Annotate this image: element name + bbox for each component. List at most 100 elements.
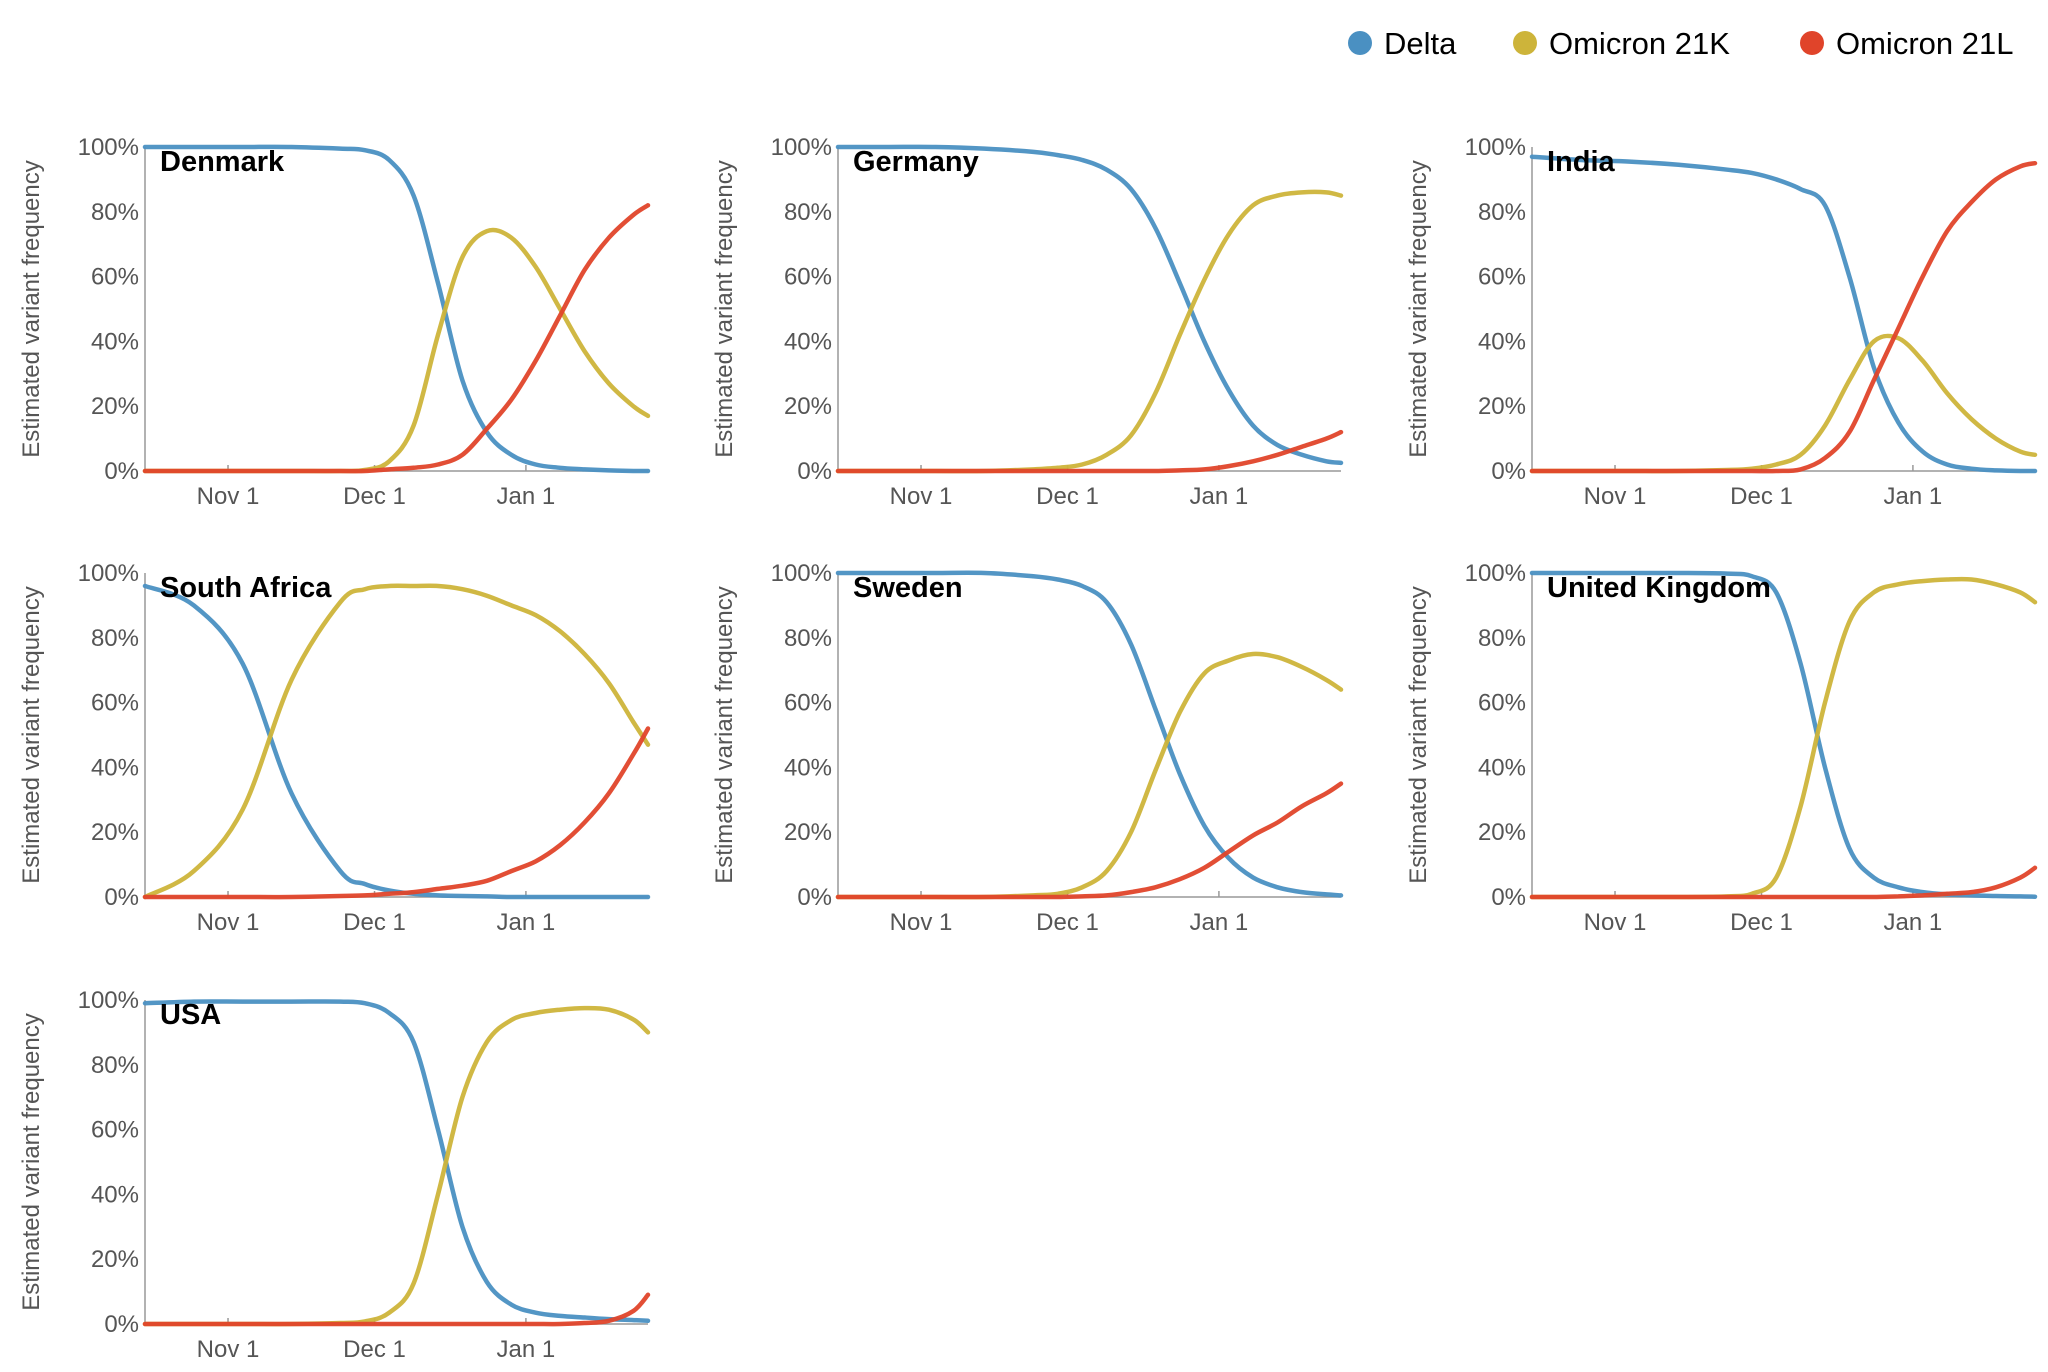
x-tick-label: Dec 1 [1730,483,1793,510]
y-tick-label: 0% [797,884,832,911]
y-axis-label: Estimated variant frequency [18,1013,45,1310]
x-tick-label: Nov 1 [1584,483,1647,510]
series-line-k [835,651,1344,900]
x-tick-label: Dec 1 [343,909,406,936]
series-line-k [835,189,1344,474]
y-tick-label: 80% [91,199,139,226]
x-tick-label: Nov 1 [1584,909,1647,936]
y-tick-label: 60% [784,690,832,717]
series-line-k [1529,333,2038,474]
series-line-l [835,781,1344,900]
y-tick-label: 60% [91,1117,139,1144]
series-line-delta [835,144,1344,466]
panel-title: Sweden [853,572,963,604]
x-tick-label: Dec 1 [1036,909,1099,936]
x-tick-label: Nov 1 [890,483,953,510]
y-axis-label: Estimated variant frequency [18,160,45,457]
x-tick-label: Jan 1 [1190,483,1249,510]
y-tick-label: 60% [784,264,832,291]
y-axis-label: Estimated variant frequency [1405,586,1432,883]
y-tick-label: 60% [1478,264,1526,291]
y-tick-label: 100% [78,987,139,1014]
y-tick-label: 20% [91,819,139,846]
y-tick-label: 20% [1478,393,1526,420]
legend-label-l: Omicron 21L [1836,26,2013,61]
y-tick-label: 80% [784,199,832,226]
panels: 0% 20% 40% 60% 80% 100% Nov 1 Dec 1 Jan 1 Estimat… [18,134,2038,1363]
y-tick-label: 80% [1478,199,1526,226]
x-tick-label: Jan 1 [1884,483,1943,510]
series-line-l [142,726,651,900]
y-tick-label: 40% [1478,328,1526,355]
y-tick-label: 100% [771,134,832,161]
x-tick-label: Nov 1 [197,1336,260,1363]
series-line-delta [1529,570,2038,899]
series-line-delta [142,144,651,474]
y-tick-label: 80% [91,625,139,652]
series-line-l [142,1292,651,1327]
y-tick-label: 80% [91,1052,139,1079]
x-tick-label: Nov 1 [890,909,953,936]
x-tick-label: Dec 1 [1730,909,1793,936]
x-tick-label: Jan 1 [497,1336,556,1363]
panel-title: Germany [853,146,979,178]
panel-south-africa: 0% 20% 40% 60% 80% 100% Nov 1 Dec 1 Jan 1 Estimat… [18,560,651,936]
legend-label-delta: Delta [1384,26,1457,61]
panel-denmark: 0% 20% 40% 60% 80% 100% Nov 1 Dec 1 Jan 1 Estimat… [18,134,651,510]
x-tick-label: Dec 1 [1036,483,1099,510]
y-tick-label: 0% [797,458,832,485]
panel-united-kingdom: 0% 20% 40% 60% 80% 100% Nov 1 Dec 1 Jan 1 Estimat… [1405,560,2038,936]
y-tick-label: 60% [91,264,139,291]
y-tick-label: 40% [91,754,139,781]
legend: Delta Omicron 21K Omicron 21L [1348,26,2013,61]
y-tick-label: 100% [1465,134,1526,161]
series-line-delta [1529,154,2038,474]
y-tick-label: 20% [784,393,832,420]
legend-marker-l [1800,31,1824,55]
y-tick-label: 100% [1465,560,1526,587]
y-tick-label: 40% [784,328,832,355]
y-tick-label: 0% [1491,458,1526,485]
panel-usa: 0% 20% 40% 60% 80% 100% Nov 1 Dec 1 Jan 1 Estimat… [18,987,651,1363]
x-tick-label: Jan 1 [497,483,556,510]
y-tick-label: 100% [78,134,139,161]
y-tick-label: 0% [1491,884,1526,911]
y-tick-label: 20% [91,1246,139,1273]
panel-india: 0% 20% 40% 60% 80% 100% Nov 1 Dec 1 Jan 1 Estimat… [1405,134,2038,510]
panel-title: USA [160,999,221,1031]
y-tick-label: 40% [784,754,832,781]
y-axis-label: Estimated variant frequency [1405,160,1432,457]
x-tick-label: Jan 1 [1190,909,1249,936]
y-tick-label: 40% [91,328,139,355]
panel-germany: 0% 20% 40% 60% 80% 100% Nov 1 Dec 1 Jan 1 Estimat… [711,134,1344,510]
series-line-l [1529,865,2038,900]
x-tick-label: Dec 1 [343,483,406,510]
y-tick-label: 20% [784,819,832,846]
legend-marker-delta [1348,31,1372,55]
y-tick-label: 100% [78,560,139,587]
y-tick-label: 20% [1478,819,1526,846]
y-tick-label: 40% [1478,754,1526,781]
y-tick-label: 80% [784,625,832,652]
series-line-k [142,1005,651,1327]
series-line-delta [142,999,651,1324]
x-tick-label: Nov 1 [197,909,260,936]
panel-title: South Africa [160,572,332,604]
legend-label-k: Omicron 21K [1549,26,1730,61]
series-line-l [835,429,1344,474]
panel-sweden: 0% 20% 40% 60% 80% 100% Nov 1 Dec 1 Jan 1 Estimat… [711,560,1344,936]
y-axis-label: Estimated variant frequency [711,586,738,883]
y-tick-label: 40% [91,1181,139,1208]
y-tick-label: 0% [104,884,139,911]
panel-title: Denmark [160,146,285,178]
y-tick-label: 0% [104,458,139,485]
y-tick-label: 100% [771,560,832,587]
series-line-delta [835,570,1344,898]
y-tick-label: 0% [104,1311,139,1338]
y-axis-label: Estimated variant frequency [711,160,738,457]
series-line-k [142,227,651,474]
x-tick-label: Nov 1 [197,483,260,510]
series-line-l [142,203,651,474]
y-tick-label: 20% [91,393,139,420]
